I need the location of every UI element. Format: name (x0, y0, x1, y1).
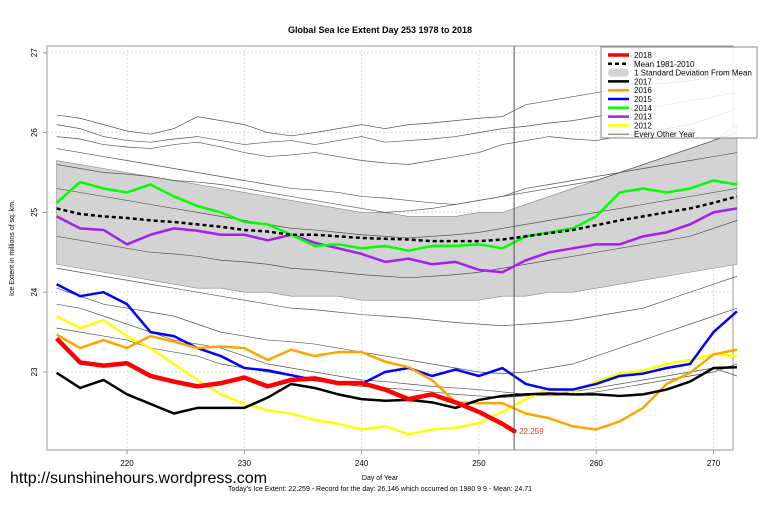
legend-label: 2013 (634, 113, 652, 122)
other-year-line (56, 303, 738, 397)
x-axis-label: Day of Year (362, 475, 399, 482)
x-tick-label: 270 (707, 459, 721, 468)
series-line-2015 (56, 283, 738, 391)
source-url: http://sunshinehours.wordpress.com (10, 470, 268, 487)
legend-label: 2014 (634, 104, 652, 113)
y-tick-label: 26 (30, 128, 39, 137)
series-line-2013 (56, 207, 738, 274)
series-line-2018 (55, 336, 516, 434)
y-tick-label: 23 (30, 367, 39, 376)
legend-label: Every Other Year (634, 130, 695, 139)
series-lines: 22.259 (55, 179, 738, 436)
legend-swatch (608, 68, 629, 77)
y-axis-label: Ice Extent in millions of sq. km. (9, 200, 16, 296)
series-line-mean-1981-2010 (56, 195, 738, 243)
legend-label: Mean 1981-2010 (634, 60, 695, 69)
legend-label: 1 Standard Deviation From Mean (634, 69, 752, 78)
y-tick-label: 27 (30, 48, 39, 57)
other-year-line (56, 132, 738, 205)
other-year-line (56, 152, 738, 213)
x-tick-label: 250 (472, 459, 486, 468)
y-tick-label: 24 (30, 287, 39, 296)
x-axis: 220 230 240 250 260 270 (120, 450, 721, 468)
series-line-2014 (55, 179, 738, 252)
other-year-line (56, 220, 738, 279)
x-tick-label: 240 (355, 459, 369, 468)
legend-label: 2018 (634, 51, 652, 60)
std-dev-band-area (56, 124, 738, 301)
y-axis: 23 24 25 26 27 (30, 48, 47, 376)
legend-label: 2016 (634, 86, 652, 95)
x-tick-label: 260 (590, 459, 604, 468)
series-line-2012 (56, 315, 738, 436)
current-value-label: 22.259 (519, 427, 544, 436)
other-year-line (56, 188, 738, 239)
chart-title: Global Sea Ice Extent Day 253 1978 to 20… (288, 25, 472, 35)
other-year-line (56, 267, 738, 327)
other-year-line (56, 287, 738, 374)
footer-summary: Today's Ice Extent: 22.259 - Record for … (227, 486, 533, 493)
std-dev-band (56, 124, 738, 301)
x-tick-label: 220 (120, 459, 134, 468)
legend-box (600, 46, 758, 139)
other-year-line (56, 327, 738, 398)
legend-label: 2012 (634, 121, 652, 130)
y-tick-label: 25 (30, 207, 39, 216)
legend-label: 2015 (634, 95, 652, 104)
legend-label: 2017 (634, 77, 652, 86)
x-tick-label: 230 (238, 459, 252, 468)
series-line-2016 (55, 333, 738, 431)
series-line-2017 (55, 365, 738, 415)
